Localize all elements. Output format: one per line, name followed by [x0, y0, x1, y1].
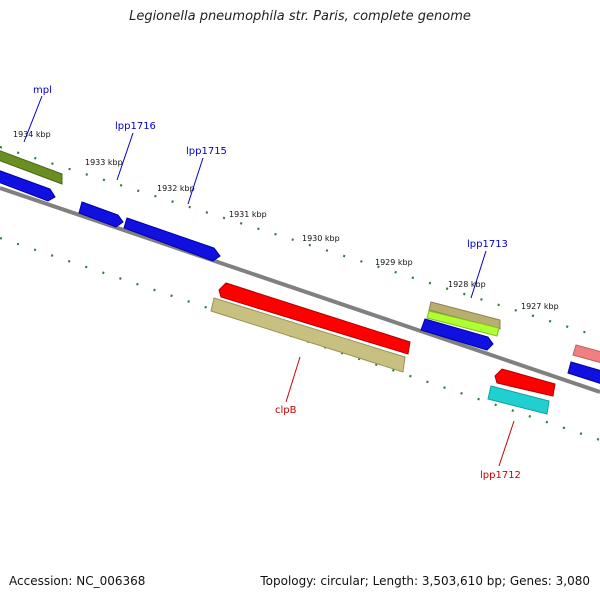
- gene-label-lpp1715[interactable]: lpp1715: [186, 146, 227, 157]
- gene-lime-arrow[interactable]: [426, 310, 500, 337]
- topology-label: Topology: circular; Length: 3,503,610 bp…: [260, 574, 590, 588]
- map-title: Legionella pneumophila str. Paris, compl…: [129, 9, 471, 24]
- gene-khaki-arrow-clpB[interactable]: [210, 297, 406, 373]
- gene-label-mpl[interactable]: mpl: [33, 85, 52, 96]
- kbp-label-1929: 1929 kbp: [375, 258, 413, 267]
- leader-lpp1713: [470, 250, 487, 299]
- gene-blue-arrow-left[interactable]: [0, 170, 56, 202]
- leader-clpB: [285, 356, 301, 403]
- gene-blue-arrow-right[interactable]: [567, 361, 600, 384]
- kbp-label-1930: 1930 kbp: [302, 234, 340, 243]
- kbp-label-1931: 1931 kbp: [229, 210, 267, 219]
- gene-clpB-arrow[interactable]: [218, 282, 411, 355]
- gene-label-lpp1716[interactable]: lpp1716: [115, 121, 156, 132]
- gene-label-lpp1712[interactable]: lpp1712: [480, 470, 521, 481]
- leader-mpl: [23, 95, 43, 143]
- kbp-label-1932: 1932 kbp: [157, 184, 195, 193]
- leader-lpp1716: [116, 132, 134, 181]
- leader-lpp1715: [187, 157, 204, 205]
- kbp-label-1934: 1934 kbp: [13, 130, 51, 139]
- gene-label-clpB[interactable]: clpB: [275, 405, 297, 416]
- gene-label-lpp1713[interactable]: lpp1713: [467, 239, 508, 250]
- genome-backbone: [0, 186, 600, 394]
- leader-lpp1712: [498, 420, 515, 467]
- gene-lpp1712-red-arrow[interactable]: [494, 368, 556, 397]
- gene-salmon-arrow[interactable]: [572, 344, 600, 363]
- gene-mpl-arrow[interactable]: [0, 150, 63, 185]
- gene-lpp1716-arrow[interactable]: [78, 201, 124, 228]
- gene-blue-arrow-1713[interactable]: [420, 318, 494, 351]
- kbp-label-1927: 1927 kbp: [521, 302, 559, 311]
- kbp-label-1928: 1928 kbp: [448, 280, 486, 289]
- kbp-label-1933: 1933 kbp: [85, 158, 123, 167]
- gene-lpp1713-khaki-arrow[interactable]: [428, 301, 501, 330]
- gene-cyan-arrow[interactable]: [487, 385, 550, 415]
- gene-lpp1715-arrow[interactable]: [123, 217, 221, 262]
- accession-label: Accession: NC_006368: [9, 574, 146, 588]
